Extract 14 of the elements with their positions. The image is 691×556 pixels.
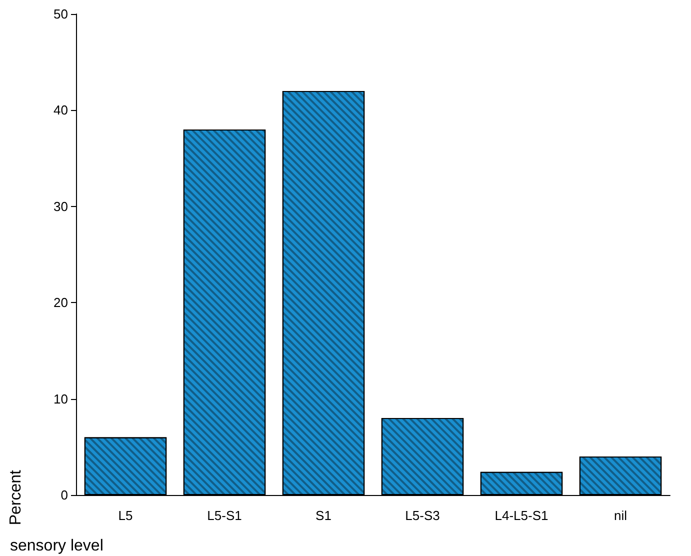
x-tick-label: S1 [316,508,332,523]
x-axis-title: sensory level [10,538,104,554]
x-tick-label: L5 [118,508,133,523]
y-tick-label: 40 [54,102,68,118]
x-tick-label: L5-S3 [405,508,440,523]
y-tick-label: 20 [54,295,68,310]
y-tick-label: 30 [54,198,68,214]
x-tick-label: nil [614,508,628,523]
x-tick-label: L4-L5-S1 [494,508,548,523]
x-tick-label: L5-S1 [207,508,242,523]
y-tick-label: 0 [60,488,68,502]
y-axis-title: Percent [8,469,24,526]
y-tick-label: 50 [54,6,68,22]
y-tick-label: 10 [54,391,68,406]
